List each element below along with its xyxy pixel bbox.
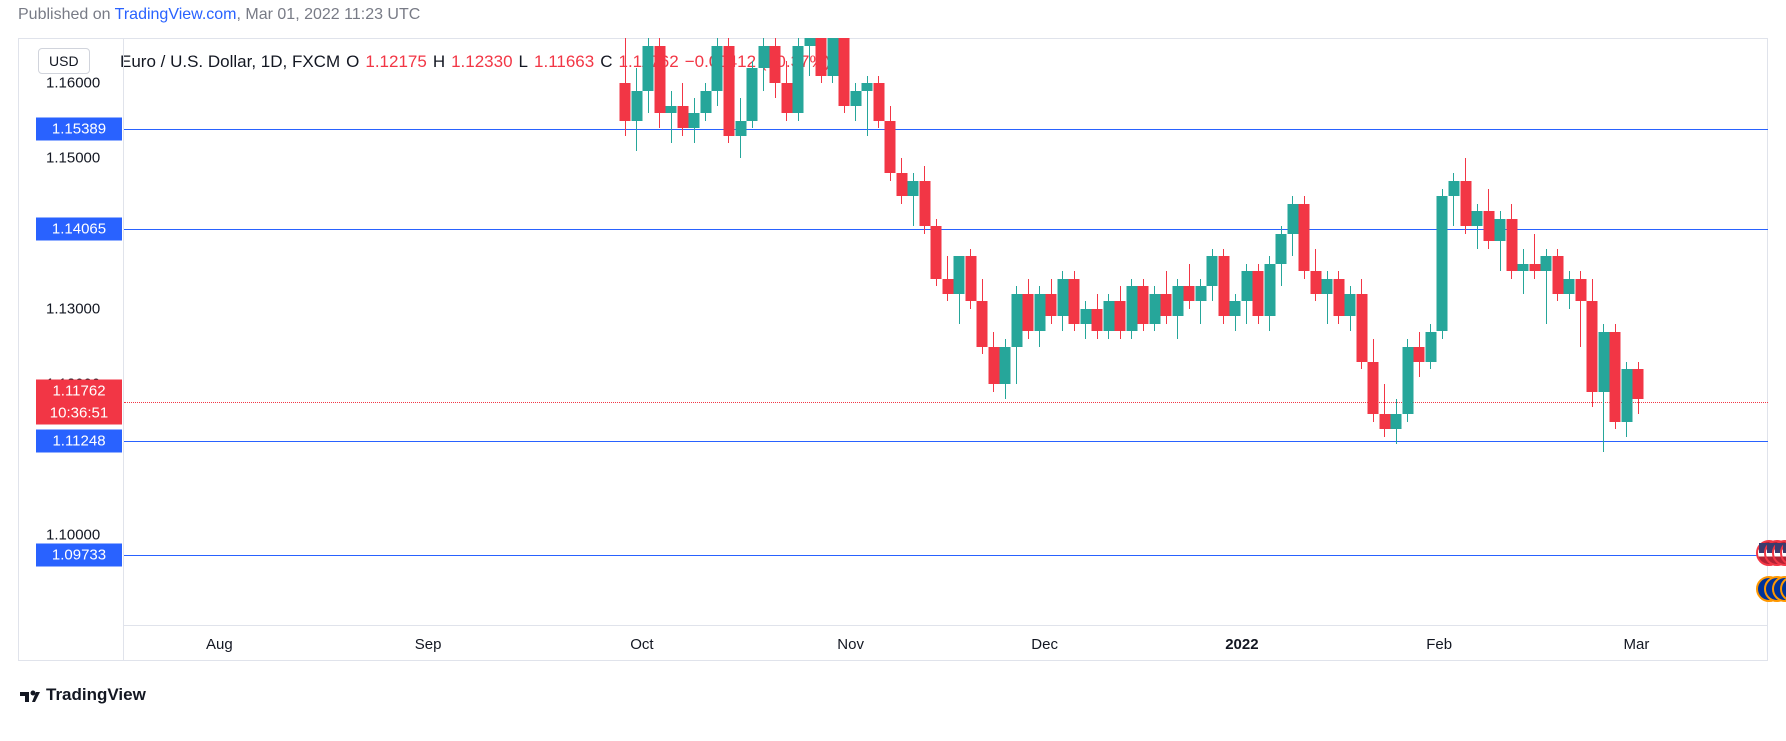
x-tick-label: Mar (1624, 636, 1650, 653)
publish-prefix: Published on (18, 6, 115, 23)
x-tick-label: 2022 (1225, 636, 1258, 653)
y-tick-label: 1.15000 (46, 150, 100, 167)
y-axis[interactable]: 1.160001.150001.130001.120001.100001.153… (18, 38, 124, 661)
publish-header: Published on TradingView.com, Mar 01, 20… (18, 6, 420, 24)
x-tick-label: Dec (1031, 636, 1058, 653)
level-label: 1.15389 (36, 118, 122, 141)
x-tick-label: Sep (415, 636, 442, 653)
tradingview-text: TradingView (46, 685, 146, 705)
y-tick-label: 1.13000 (46, 300, 100, 317)
level-label: 1.09733 (36, 543, 122, 566)
tradingview-logo[interactable]: TradingView (20, 685, 146, 705)
y-tick-label: 1.16000 (46, 75, 100, 92)
current-price-line (124, 402, 1768, 403)
tradingview-icon (20, 688, 40, 702)
publish-site-link[interactable]: TradingView.com (115, 6, 237, 23)
x-tick-label: Aug (206, 636, 233, 653)
x-tick-label: Nov (837, 636, 864, 653)
horizontal-level-line[interactable] (124, 441, 1768, 442)
horizontal-level-line[interactable] (124, 555, 1768, 556)
current-price-label: 1.11762 (36, 380, 122, 403)
publish-date: , Mar 01, 2022 11:23 UTC (237, 6, 421, 23)
level-label: 1.11248 (36, 429, 122, 452)
countdown-label: 10:36:51 (36, 402, 122, 425)
x-tick-label: Feb (1426, 636, 1452, 653)
horizontal-level-line[interactable] (124, 229, 1768, 230)
level-label: 1.14065 (36, 217, 122, 240)
y-tick-label: 1.10000 (46, 526, 100, 543)
x-axis[interactable]: Aug Sep Oct Nov Dec 2022 Feb Mar (124, 625, 1768, 661)
x-tick-label: Oct (630, 636, 653, 653)
plot-area[interactable] (124, 38, 1768, 625)
horizontal-level-line[interactable] (124, 129, 1768, 130)
